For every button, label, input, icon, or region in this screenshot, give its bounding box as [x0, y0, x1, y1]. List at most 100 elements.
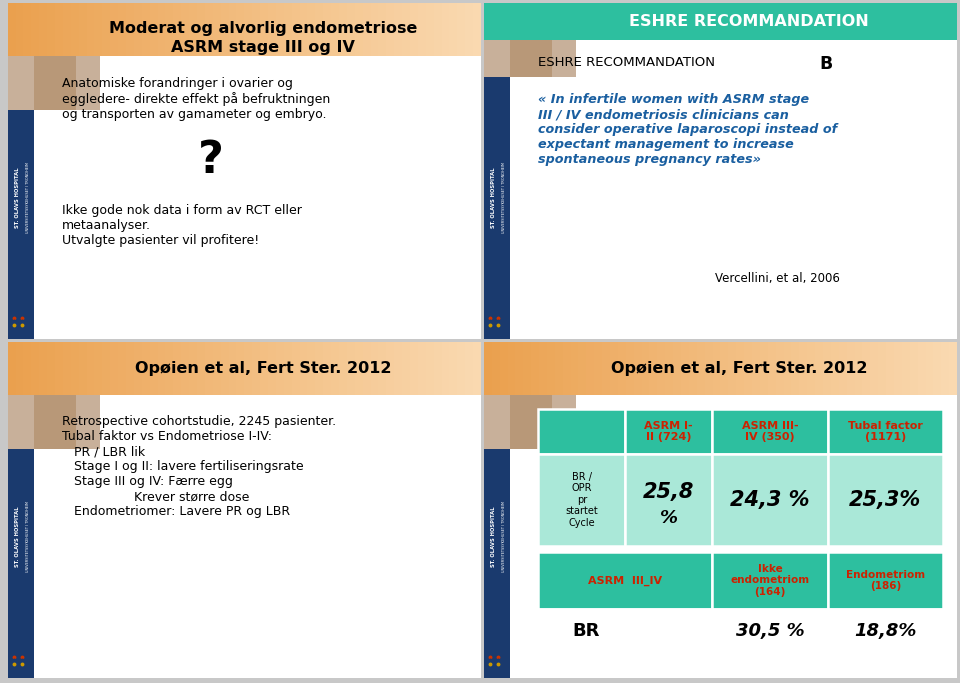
Bar: [63, 342, 71, 395]
Bar: [539, 609, 712, 654]
Bar: [712, 609, 828, 654]
Bar: [244, 3, 252, 57]
Bar: [828, 552, 943, 609]
Text: Moderat og alvorlig endometriose: Moderat og alvorlig endometriose: [109, 20, 418, 36]
Bar: [347, 3, 355, 57]
Text: ASRM III-
IV (350): ASRM III- IV (350): [742, 421, 799, 442]
Bar: [197, 3, 205, 57]
Bar: [523, 342, 532, 395]
Text: Retrospective cohortstudie, 2245 pasienter.
Tubal faktor vs Endometriose I-IV:
 : Retrospective cohortstudie, 2245 pasient…: [62, 415, 336, 518]
Bar: [531, 342, 540, 395]
Bar: [142, 3, 150, 57]
Bar: [94, 342, 103, 395]
Bar: [418, 3, 426, 57]
Bar: [847, 342, 855, 395]
Bar: [8, 342, 16, 395]
Text: ASRM  III_IV: ASRM III_IV: [588, 575, 662, 585]
Bar: [8, 395, 100, 449]
Bar: [484, 3, 957, 40]
Bar: [32, 342, 39, 395]
Text: Opøien et al, Fert Ster. 2012: Opøien et al, Fert Ster. 2012: [135, 361, 392, 376]
Bar: [181, 3, 189, 57]
Bar: [839, 342, 847, 395]
Bar: [118, 342, 127, 395]
Bar: [457, 3, 466, 57]
Bar: [378, 3, 387, 57]
Bar: [418, 342, 426, 395]
Text: 25,3%: 25,3%: [850, 490, 922, 510]
Bar: [776, 342, 784, 395]
Text: UNIVERSITETSSYKEHUSET I TRONDHEIM: UNIVERSITETSSYKEHUSET I TRONDHEIM: [502, 501, 506, 572]
Bar: [260, 342, 269, 395]
Bar: [63, 3, 71, 57]
Bar: [729, 342, 736, 395]
Bar: [736, 342, 745, 395]
Text: 24,3 %: 24,3 %: [731, 490, 809, 510]
Bar: [410, 342, 419, 395]
Bar: [284, 342, 292, 395]
Text: Anatomiske forandringer i ovarier og
eggledere- direkte effekt på befruktningen
: Anatomiske forandringer i ovarier og egg…: [62, 76, 330, 121]
Bar: [886, 342, 895, 395]
Bar: [854, 342, 863, 395]
Bar: [118, 3, 127, 57]
Bar: [540, 342, 547, 395]
Bar: [15, 342, 24, 395]
Bar: [434, 3, 442, 57]
Bar: [307, 3, 316, 57]
Bar: [910, 342, 918, 395]
Text: UNIVERSITETSSYKEHUSET I TRONDHEIM: UNIVERSITETSSYKEHUSET I TRONDHEIM: [502, 162, 506, 233]
Bar: [276, 3, 284, 57]
Bar: [665, 342, 674, 395]
Bar: [641, 342, 650, 395]
Bar: [8, 395, 34, 678]
Text: ST. OLAVS HOSPITAL: ST. OLAVS HOSPITAL: [15, 506, 20, 567]
Bar: [570, 342, 579, 395]
Bar: [252, 342, 260, 395]
Bar: [142, 342, 150, 395]
Bar: [484, 40, 576, 76]
Bar: [508, 342, 516, 395]
Bar: [587, 342, 595, 395]
Bar: [55, 342, 63, 395]
Bar: [71, 342, 79, 395]
Bar: [752, 342, 760, 395]
Bar: [555, 342, 564, 395]
Bar: [410, 3, 419, 57]
Bar: [47, 342, 56, 395]
Bar: [292, 3, 300, 57]
Bar: [378, 342, 387, 395]
Text: ?: ?: [199, 139, 224, 182]
Text: 25,8: 25,8: [643, 482, 694, 503]
Bar: [189, 342, 198, 395]
Bar: [213, 342, 221, 395]
Bar: [815, 342, 824, 395]
Bar: [697, 342, 706, 395]
Bar: [783, 342, 792, 395]
Text: Endometriom
(186): Endometriom (186): [846, 570, 924, 591]
Bar: [791, 342, 800, 395]
Text: 30,5 %: 30,5 %: [735, 622, 804, 641]
Bar: [47, 3, 56, 57]
Bar: [484, 40, 510, 339]
Bar: [331, 342, 340, 395]
Bar: [300, 3, 308, 57]
Bar: [901, 342, 910, 395]
Bar: [315, 342, 324, 395]
Bar: [449, 342, 458, 395]
Bar: [339, 3, 348, 57]
Bar: [324, 342, 331, 395]
Bar: [284, 3, 292, 57]
Text: ST. OLAVS HOSPITAL: ST. OLAVS HOSPITAL: [492, 167, 496, 228]
Text: B: B: [820, 55, 833, 74]
Bar: [681, 342, 689, 395]
Bar: [355, 3, 363, 57]
Bar: [625, 454, 712, 546]
Bar: [23, 3, 32, 57]
Bar: [712, 552, 828, 609]
Text: ASRM I-
II (724): ASRM I- II (724): [644, 421, 693, 442]
Bar: [768, 342, 777, 395]
Bar: [260, 3, 269, 57]
Bar: [39, 3, 48, 57]
Bar: [386, 342, 395, 395]
Bar: [402, 342, 411, 395]
